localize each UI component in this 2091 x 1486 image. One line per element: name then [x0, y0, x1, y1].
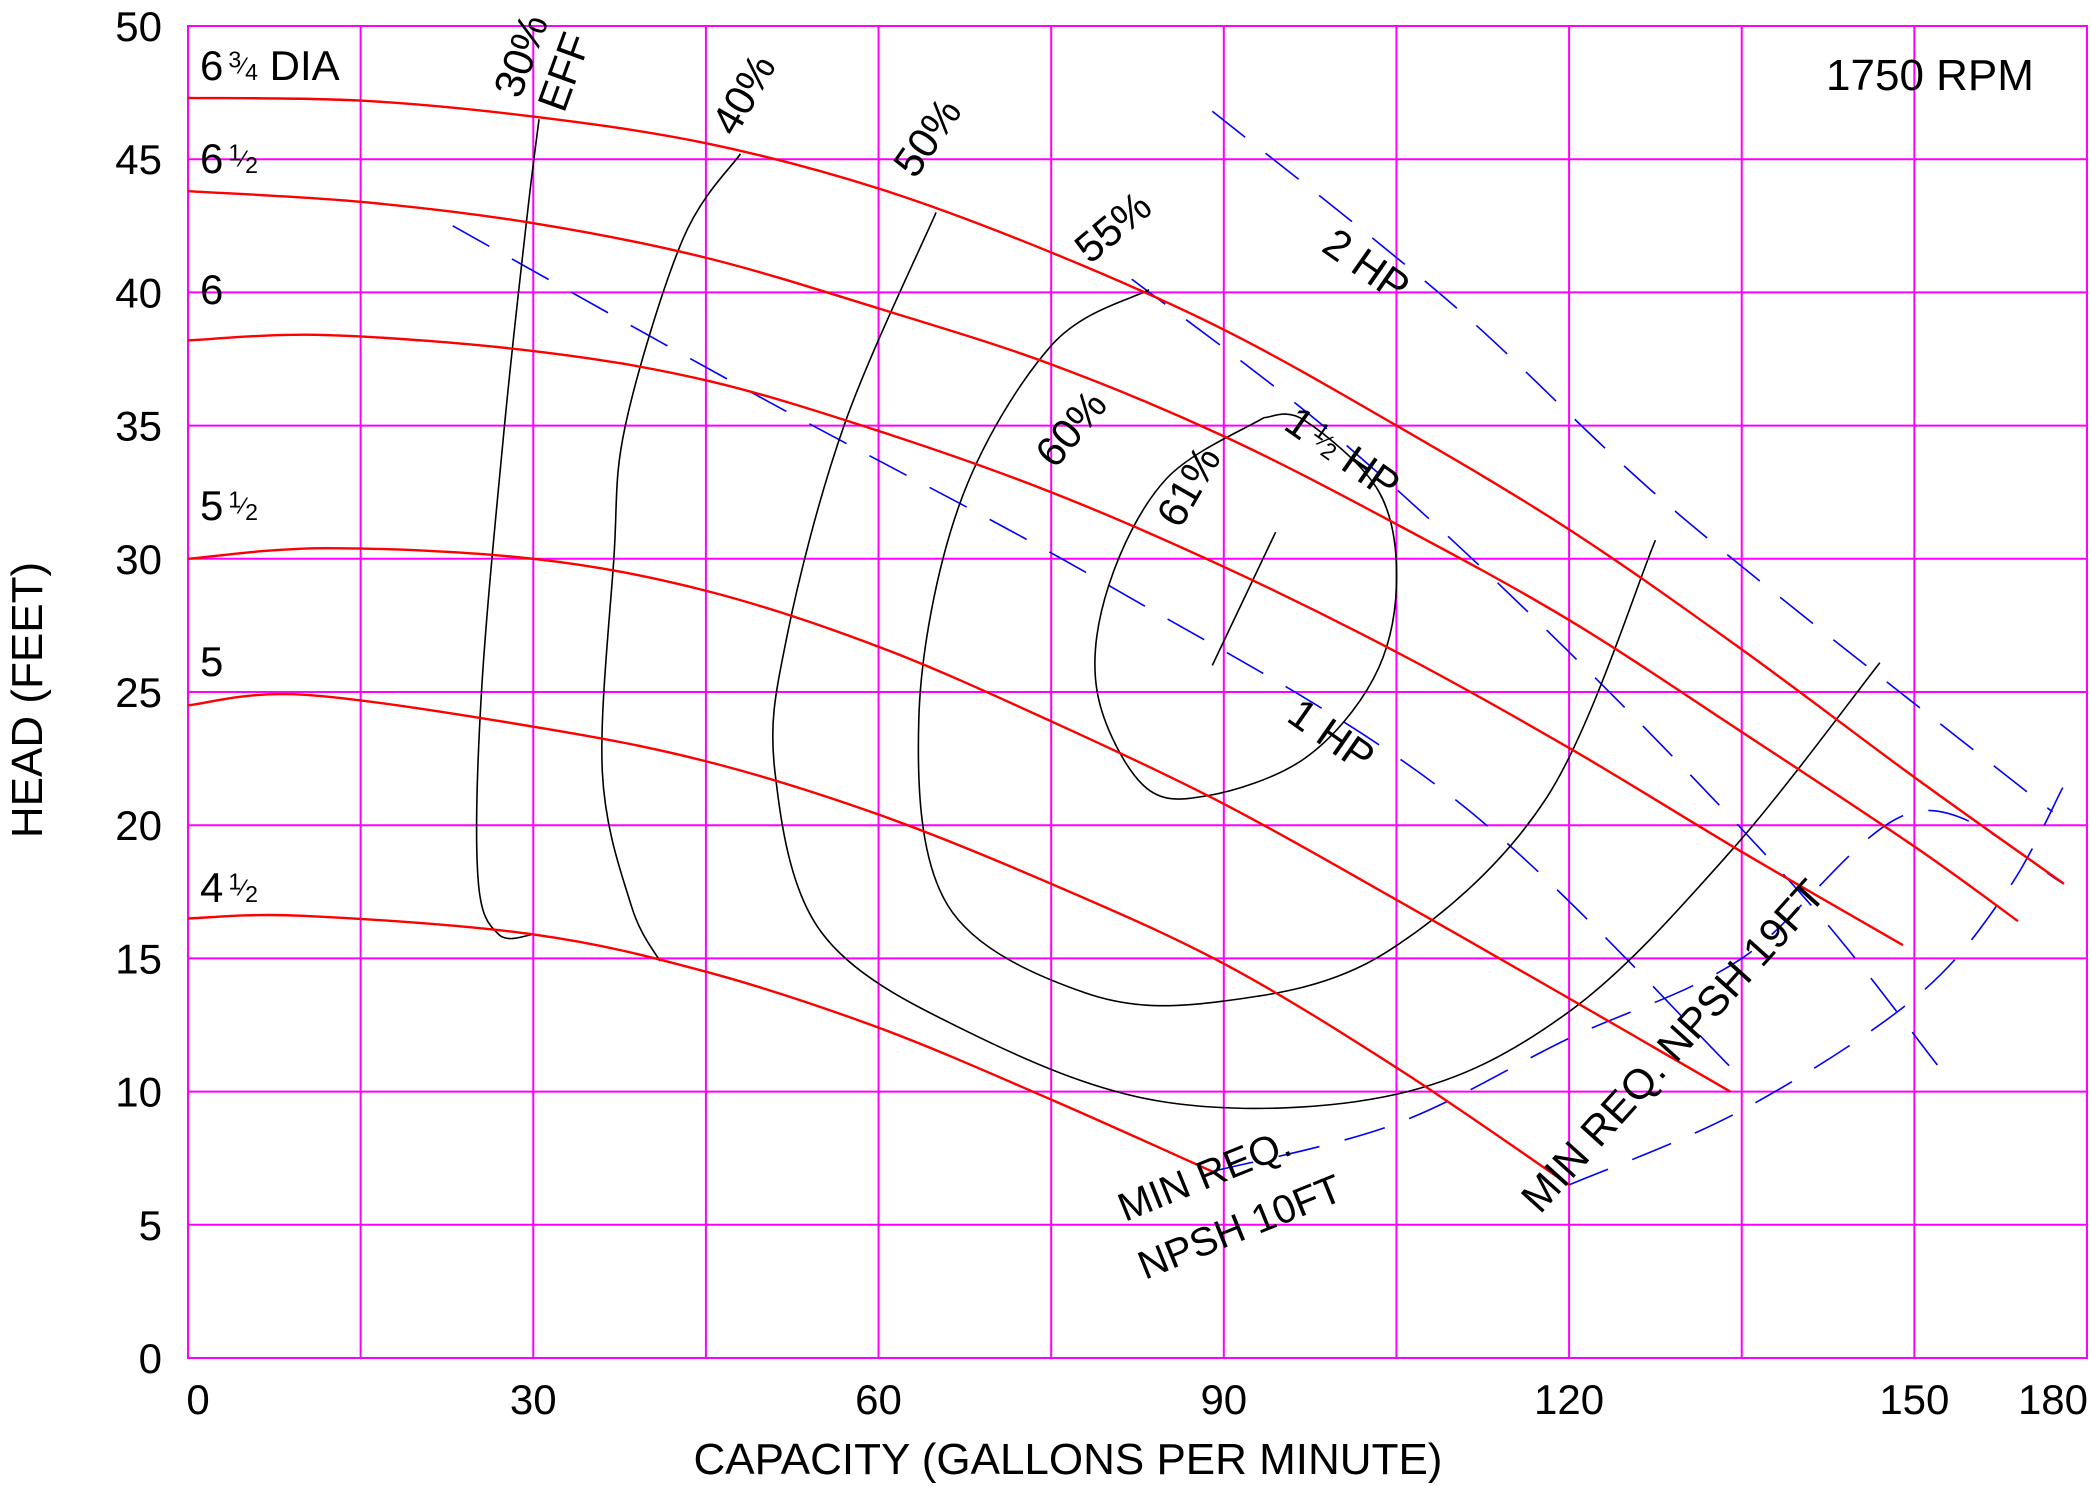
head-curve-label: 4 1⁄2 [200, 864, 258, 911]
x-tick-label: 120 [1534, 1376, 1604, 1423]
x-tick-label: 0 [186, 1376, 209, 1423]
head-curve-label: 6 [200, 266, 223, 313]
efficiency-curve [475, 119, 540, 940]
y-tick-label: 30 [115, 536, 162, 583]
x-axis-title: CAPACITY (GALLONS PER MINUTE) [694, 1435, 1443, 1484]
efficiency-curve [1094, 413, 1398, 800]
y-tick-label: 20 [115, 802, 162, 849]
x-tick-label: 180 [2018, 1376, 2088, 1423]
y-tick-label: 10 [115, 1069, 162, 1116]
y-tick-label: 5 [139, 1202, 162, 1249]
head-curve-label: 6 1⁄2 [200, 135, 258, 182]
y-tick-label: 50 [115, 3, 162, 50]
head-curve [187, 96, 2065, 885]
speed-label: 1750 RPM [1826, 51, 2034, 100]
efficiency-curves [475, 119, 1881, 1110]
x-tick-label: 30 [510, 1376, 557, 1423]
head-curve-label: 5 [200, 638, 223, 685]
efficiency-curve [601, 153, 742, 962]
x-tick-label: 90 [1200, 1376, 1247, 1423]
head-curve [187, 913, 1213, 1173]
axis-ticks: 0 30 60 90 120 150 180 0 5 10 15 20 25 30 35 40 45 50 [115, 3, 2088, 1423]
head-curves [187, 96, 2065, 1186]
power-curves [452, 110, 2065, 1186]
power-curve [1211, 110, 2053, 813]
efficiency-curve [1211, 531, 1277, 666]
y-tick-label: 25 [115, 669, 162, 716]
head-curve [187, 692, 1570, 1186]
power-curve [452, 225, 1743, 1079]
y-axis-title: HEAD (FEET) [3, 562, 52, 838]
x-tick-label: 60 [855, 1376, 902, 1423]
grid [187, 25, 2088, 1359]
x-tick-label: 150 [1879, 1376, 1949, 1423]
head-curve-label: 5 1⁄2 [200, 482, 258, 529]
head-curve [187, 546, 1731, 1093]
efficiency-curve [917, 289, 1657, 1007]
y-tick-label: 15 [115, 935, 162, 982]
y-tick-label: 35 [115, 403, 162, 450]
head-curve [187, 333, 1904, 947]
head-curve [187, 189, 2019, 923]
efficiency-curve [771, 212, 1881, 1110]
npsh-curve [1212, 809, 2065, 1173]
head-curve-label: 6 3⁄4 DIA [200, 42, 340, 89]
y-tick-label: 45 [115, 136, 162, 183]
y-tick-label: 0 [139, 1335, 162, 1382]
npsh-curve [1568, 784, 2065, 1186]
y-tick-label: 40 [115, 269, 162, 316]
power-curve [1131, 278, 1939, 1066]
